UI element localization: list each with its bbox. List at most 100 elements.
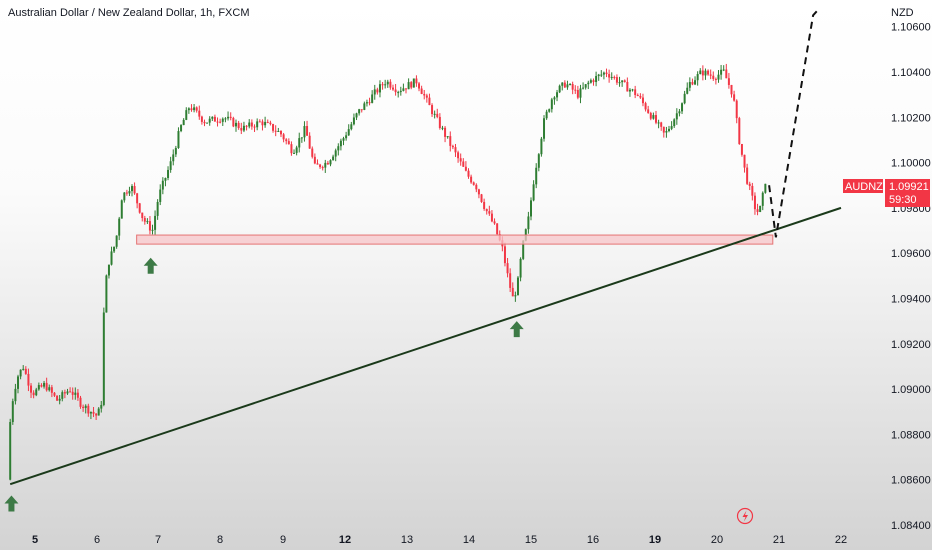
candle-up: [172, 154, 175, 162]
candle-up: [407, 82, 410, 90]
candle-up: [58, 398, 61, 401]
candle-up: [221, 118, 224, 122]
candle-down: [253, 126, 256, 128]
candle-down: [634, 89, 637, 96]
candle-down: [198, 110, 201, 117]
candle-up: [113, 246, 116, 252]
price-tick-label: 1.10000: [891, 158, 931, 170]
candle-down: [415, 78, 418, 84]
candle-up: [295, 147, 298, 153]
candle-down: [311, 148, 314, 157]
price-badge-bg: [885, 179, 930, 207]
candle-up: [9, 422, 12, 480]
date-axis[interactable]: 5 6 7 8 9 12 13 14 15 16 19 20 21 22: [32, 534, 847, 546]
date-tick-label: 14: [463, 534, 475, 546]
candle-down: [712, 75, 715, 79]
candle-down: [391, 87, 394, 90]
candle-up: [681, 103, 684, 112]
candle-up: [631, 89, 634, 91]
candle-up: [100, 404, 103, 409]
candle-up: [22, 368, 25, 370]
price-axis[interactable]: 1.106001.104001.102001.100001.098001.096…: [891, 22, 931, 532]
candle-down: [250, 122, 253, 127]
candle-up: [128, 191, 131, 194]
up-arrow-icon: [143, 257, 158, 274]
candle-up: [110, 251, 113, 265]
candle-up: [433, 113, 436, 115]
candle-down: [451, 145, 454, 148]
candle-down: [423, 93, 426, 96]
candle-up: [527, 216, 530, 230]
candle-up: [17, 376, 20, 389]
candle-up: [699, 70, 702, 75]
candle-down: [727, 78, 730, 85]
candle-up: [621, 80, 624, 83]
candle-up: [516, 277, 519, 296]
candle-down: [69, 391, 72, 393]
candle-up: [105, 275, 108, 313]
candle-down: [483, 201, 486, 209]
candle-up: [673, 119, 676, 127]
candle-up: [519, 258, 522, 278]
price-tick-label: 1.09200: [891, 339, 931, 351]
candle-down: [576, 90, 579, 98]
up-arrow-icon: [509, 321, 524, 338]
candle-down: [24, 368, 27, 374]
candle-up: [19, 369, 22, 377]
candle-down: [229, 116, 232, 118]
candle-down: [626, 81, 629, 92]
candle-up: [355, 113, 358, 118]
candle-down: [740, 143, 743, 155]
candle-down: [660, 122, 663, 127]
candle-down: [272, 124, 275, 131]
candle-up: [537, 154, 540, 168]
tradingview-lightning-icon[interactable]: [736, 507, 754, 525]
candle-up: [566, 84, 569, 88]
candle-up: [720, 69, 723, 75]
candle-down: [279, 131, 282, 135]
candle-down: [509, 273, 512, 288]
candle-down: [639, 95, 642, 98]
candle-down: [240, 128, 243, 131]
candle-up: [378, 84, 381, 93]
candle-down: [647, 109, 650, 114]
candle-down: [287, 141, 290, 145]
candle-up: [159, 189, 162, 202]
candle-up: [371, 94, 374, 103]
candle-up: [227, 116, 230, 119]
candle-up: [610, 76, 613, 78]
candle-up: [174, 147, 177, 155]
candle-up: [242, 125, 245, 131]
candle-up: [402, 88, 405, 91]
symbol-badge-bg: [843, 179, 883, 193]
candle-down: [475, 184, 478, 190]
candle-up: [595, 76, 598, 83]
candle-up: [652, 115, 655, 119]
candle-down: [464, 166, 467, 171]
candle-up: [535, 167, 538, 185]
candle-down: [316, 163, 319, 165]
candle-down: [636, 95, 639, 97]
candle-down: [261, 121, 264, 126]
chart-title: Australian Dollar / New Zealand Dollar, …: [8, 7, 249, 19]
candle-up: [167, 169, 170, 178]
candle-up: [303, 126, 306, 138]
candle-down: [410, 82, 413, 88]
candle-down: [92, 411, 95, 414]
date-tick-label: 13: [401, 534, 413, 546]
candle-up: [120, 200, 123, 219]
candle-down: [457, 152, 460, 159]
candle-down: [213, 116, 216, 122]
candle-up: [211, 116, 214, 119]
candle-down: [472, 182, 475, 185]
candle-down: [245, 125, 248, 127]
candle-down: [237, 122, 240, 129]
candle-down: [746, 167, 749, 184]
candle-up: [704, 70, 707, 76]
candle-down: [360, 109, 363, 111]
candle-down: [436, 113, 439, 117]
candle-up: [37, 385, 40, 390]
candle-up: [256, 121, 259, 128]
